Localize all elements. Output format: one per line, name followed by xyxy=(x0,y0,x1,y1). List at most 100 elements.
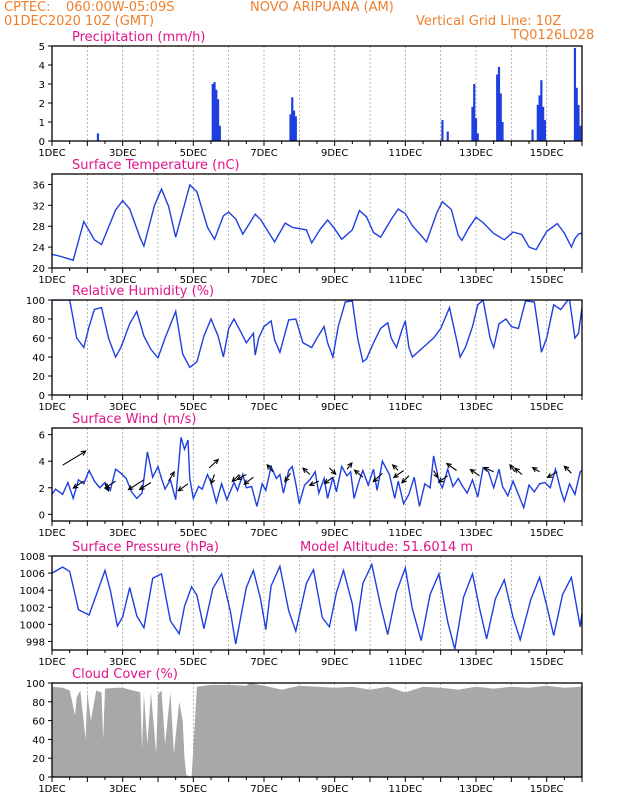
wind-arrow xyxy=(308,480,320,486)
wind-arrow xyxy=(284,472,291,483)
temp-xtick-label: 13DEC xyxy=(459,275,493,286)
wind-arrow xyxy=(546,471,558,479)
pressure-xtick-label: 15DEC xyxy=(530,657,564,668)
model-label: TQ0126L028 xyxy=(511,28,595,43)
wind-ytick-label: 6 xyxy=(39,431,45,442)
precip-bar xyxy=(542,106,545,141)
rh-xtick-label: 3DEC xyxy=(109,402,136,413)
wind-arrow xyxy=(177,483,189,492)
rh-xtick-label: 13DEC xyxy=(459,402,493,413)
cloud-ytick-label: 40 xyxy=(32,735,45,746)
precip-bar xyxy=(501,122,504,141)
wind-arrow xyxy=(391,463,399,471)
temp-ytick-label: 32 xyxy=(32,201,45,212)
precip-bar xyxy=(213,82,216,141)
precip-bar xyxy=(291,97,294,141)
temp-xtick-label: 9DEC xyxy=(321,275,348,286)
wind-xtick-label: 3DEC xyxy=(109,528,136,539)
pressure-xtick-label: 9DEC xyxy=(321,657,348,668)
temp-ytick-label: 28 xyxy=(32,222,45,233)
precip-bar xyxy=(215,89,218,141)
wind-arrow xyxy=(104,480,116,489)
pressure-xtick-label: 13DEC xyxy=(459,657,493,668)
wind-arrow xyxy=(469,468,480,477)
wind-arrow xyxy=(513,467,523,475)
precip-xtick-label: 7DEC xyxy=(250,148,277,159)
wind-arrow xyxy=(401,475,410,484)
precip-bar xyxy=(579,125,582,141)
precip-xtick-label: 11DEC xyxy=(388,148,422,159)
precip-bar xyxy=(540,80,543,141)
pressure-line xyxy=(52,562,582,650)
temp-xtick-label: 15DEC xyxy=(530,275,564,286)
precip-bar xyxy=(471,106,474,141)
precip-ytick-label: 4 xyxy=(39,61,45,72)
precip-bar xyxy=(577,104,580,141)
wind-xtick-label: 13DEC xyxy=(459,528,493,539)
cloud-title: Cloud Cover (%) xyxy=(72,667,178,682)
temp-panel: 20 24 28 32 36 1DEC 3DEC 5DEC 7DEC 9DEC 11DEC 13DEC… xyxy=(32,158,583,286)
wind-xtick-label: 9DEC xyxy=(321,528,348,539)
source-label: CPTEC: xyxy=(4,0,51,15)
rh-ytick-label: 0 xyxy=(39,391,45,402)
wind-xtick-label: 5DEC xyxy=(180,528,207,539)
wind-arrow xyxy=(531,466,540,473)
precip-bar xyxy=(289,114,292,141)
wind-title: Surface Wind (m/s) xyxy=(72,412,196,427)
temp-ytick-label: 24 xyxy=(32,243,45,254)
pressure-ytick-label: 1006 xyxy=(20,569,45,580)
pressure-xtick-label: 5DEC xyxy=(180,657,207,668)
rh-xtick-label: 11DEC xyxy=(388,402,422,413)
wind-ytick-label: 2 xyxy=(39,484,45,495)
rh-line xyxy=(52,300,582,369)
wind-arrow xyxy=(168,470,175,482)
rh-xtick-label: 9DEC xyxy=(321,402,348,413)
pressure-title: Surface Pressure (hPa) xyxy=(72,540,219,555)
temp-frame xyxy=(51,173,583,269)
cloud-ytick-label: 80 xyxy=(32,698,45,709)
precip-bar xyxy=(474,118,478,141)
wind-arrow xyxy=(563,465,572,474)
precip-ytick-label: 2 xyxy=(39,99,45,110)
rh-ytick-label: 40 xyxy=(32,353,45,364)
cloud-xtick-label: 5DEC xyxy=(180,784,207,795)
wind-arrow xyxy=(392,470,404,479)
grid-note-label: Vertical Grid Line: 10Z xyxy=(416,14,562,29)
precip-bar xyxy=(211,84,214,141)
precip-xtick-label: 5DEC xyxy=(180,148,207,159)
precip-bar xyxy=(96,133,100,141)
precip-bar xyxy=(218,125,221,141)
wind-arrow xyxy=(208,458,220,469)
wind-ytick-label: 0 xyxy=(39,510,45,521)
cloud-xtick-label: 7DEC xyxy=(250,784,277,795)
wind-arrow xyxy=(509,463,516,473)
precip-ytick-label: 3 xyxy=(39,80,45,91)
rh-title: Relative Humidity (%) xyxy=(72,284,214,299)
wind-arrow xyxy=(372,472,383,483)
wind-line xyxy=(52,437,582,511)
precip-bar xyxy=(441,120,444,141)
precip-bar xyxy=(536,104,539,141)
rh-ytick-label: 100 xyxy=(26,296,45,307)
pressure-ytick-label: 1002 xyxy=(20,603,45,614)
precip-bar xyxy=(496,74,499,141)
rh-panel: 0 20 40 60 80 100 1DEC 3DEC 5DEC 7DEC 9DEC 11DEC 13D… xyxy=(26,284,583,413)
cloud-xtick-label: 3DEC xyxy=(109,784,136,795)
wind-arrow xyxy=(346,461,353,470)
cloud-xtick-label: 11DEC xyxy=(388,784,422,795)
temp-xtick-label: 5DEC xyxy=(180,275,207,286)
precip-xtick-label: 3DEC xyxy=(109,148,136,159)
wind-xtick-label: 1DEC xyxy=(38,528,65,539)
pressure-xtick-label: 1DEC xyxy=(38,657,65,668)
temp-line xyxy=(52,183,582,262)
temp-xtick-label: 7DEC xyxy=(250,275,277,286)
cloud-ytick-label: 20 xyxy=(32,754,45,765)
cloud-xtick-label: 1DEC xyxy=(38,784,65,795)
wind-arrow xyxy=(210,474,216,485)
precip-panel: 0 1 2 3 4 5 1DEC 3DEC 5DEC 7DEC 9DEC 11DEC 13DEC 15DE… xyxy=(38,30,583,159)
cloud-xtick-label: 13DEC xyxy=(459,784,493,795)
rh-frame xyxy=(51,299,583,396)
precip-bar xyxy=(497,66,501,141)
precip-bar xyxy=(538,95,541,141)
